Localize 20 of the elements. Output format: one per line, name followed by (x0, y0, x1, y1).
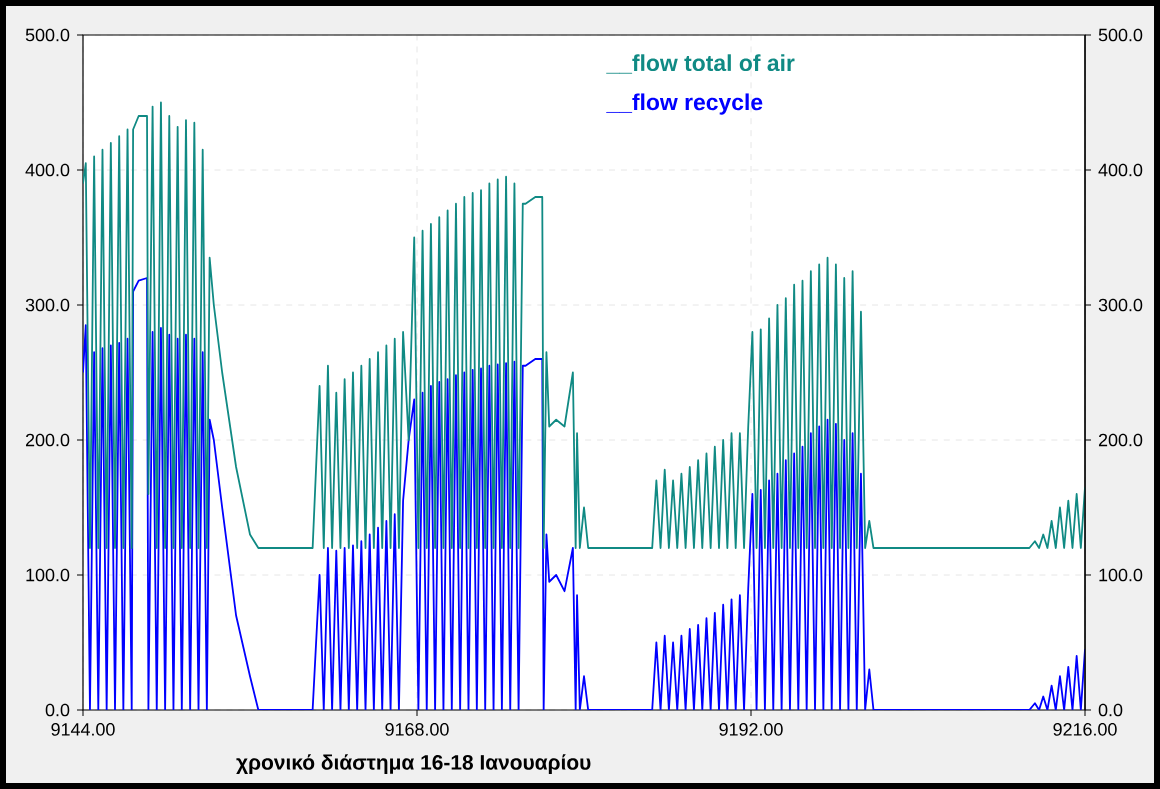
text: __flow recycle (606, 93, 763, 115)
y-tick-label: 100.0 (26, 568, 70, 582)
y2-tick-label: 200.0 (1098, 433, 1143, 447)
x-tick-label: 9144.00 (51, 723, 115, 736)
y2-tick-label: 100.0 (1099, 568, 1143, 582)
y2-tick-label: 0.0 (1098, 703, 1123, 717)
y2-tick-label: 500.0 (1098, 28, 1143, 42)
text: __flow total of air (606, 54, 795, 74)
y-tick-label: 200.0 (25, 433, 70, 447)
x-tick-label: 9168.00 (385, 723, 449, 736)
x-tick-label: 9216.00 (1053, 723, 1117, 736)
y2-tick-label: 400.0 (1098, 163, 1143, 177)
x-tick-label: 9192.00 (719, 723, 783, 736)
x-axis-title: χρονικό διάστημα 16-18 Ιανουαρίου (236, 754, 591, 774)
y2-tick-label: 300.0 (1098, 298, 1143, 312)
y-tick-label: 400.0 (25, 163, 70, 177)
line-series (83, 277, 1086, 710)
y-tick-label: 0.0 (45, 703, 70, 717)
y-tick-label: 300.0 (25, 298, 70, 312)
y-tick-label: 500.0 (25, 28, 70, 42)
